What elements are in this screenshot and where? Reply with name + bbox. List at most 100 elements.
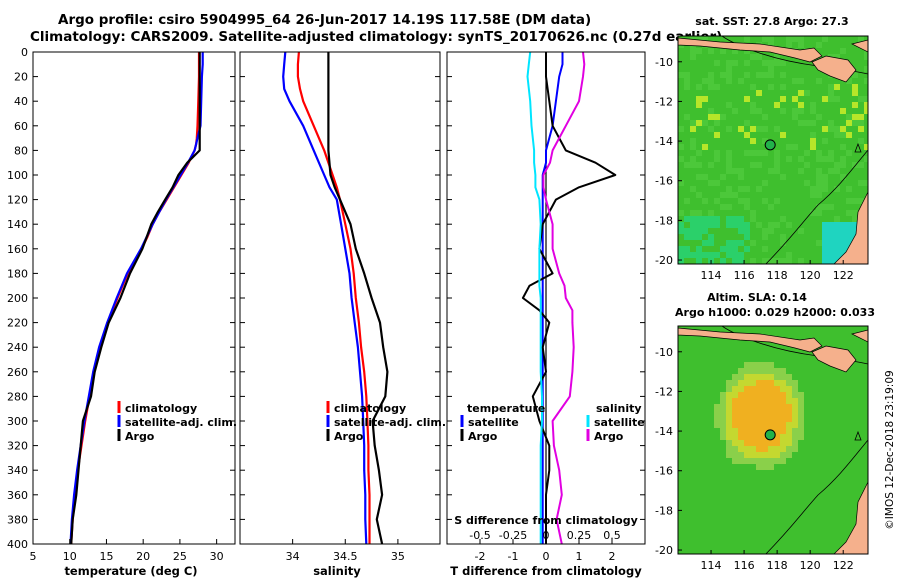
sla-map-cell [750,452,756,458]
sla-map-cell [720,518,726,524]
sla-map-cell [708,410,714,416]
sst-map-cell [738,144,744,150]
temperature-ytick-label-9: 180 [7,267,28,280]
sla-map-cell [708,488,714,494]
sst-map-cell [780,174,786,180]
sla-map-cell [774,386,780,392]
sla-map-cell [726,518,732,524]
sst-map-cell [846,210,852,216]
sla-map-cell [750,422,756,428]
sla-map-cell [708,506,714,512]
sla-map-cell [792,410,798,416]
sst-map-cell [858,198,864,204]
sla-map-cell [684,446,690,452]
sla-map-cell [786,512,792,518]
sla-map-cell [738,524,744,530]
sst-map-cell [852,54,858,60]
sst-map-cell [762,132,768,138]
sla-map-cell [780,506,786,512]
sla-map-cell [714,482,720,488]
sla-map-cell [702,410,708,416]
sla-map-cell [726,398,732,404]
sla-map-cell [798,434,804,440]
sst-map-cell [708,60,714,66]
sst-map-cell [684,222,690,228]
sst-map-cell [756,54,762,60]
sla-map-cell [822,398,828,404]
sla-map-cell [738,470,744,476]
sla-map-cell [816,428,822,434]
sla-map-cell [762,488,768,494]
sla-map-cell [678,446,684,452]
sst-map-cell [846,108,852,114]
sla-map-cell [720,434,726,440]
sla-map-cell [720,536,726,542]
sst-map-cell [684,216,690,222]
sla-map-cell [846,488,852,494]
sla-map-cell [774,506,780,512]
sla-map-cell [798,374,804,380]
sla-map-cell [696,338,702,344]
sst-map-cell [696,72,702,78]
sst-map-cell [792,186,798,192]
sst-map-cell [714,108,720,114]
sla-map-cell [684,380,690,386]
sla-map-cell [714,524,720,530]
sst-map-cell [828,186,834,192]
sst-mainland [833,191,868,264]
sla-map-cell [684,476,690,482]
sst-map-cell [852,162,858,168]
sst-map-cell [762,180,768,186]
sla-map-cell [822,500,828,506]
sla-map-cell [780,332,786,338]
sla-map-cell [690,440,696,446]
sst-map-cell [846,186,852,192]
sst-map-cell [696,228,702,234]
sla-map-cell [846,422,852,428]
sst-map-cell [810,36,816,42]
sst-map-cell [720,216,726,222]
sla-map-cell [816,524,822,530]
sst-map-cell [684,210,690,216]
sla-map-cell [738,464,744,470]
sla-map-cell [798,548,804,554]
sst-map-cell [678,78,684,84]
header-line-2: Climatology: CARS2009. Satellite-adjuste… [30,29,722,45]
sla-map-cell [852,368,858,374]
sst-map-cell [750,162,756,168]
sla-map-cell [780,446,786,452]
sst-map-cell [840,114,846,120]
sst-map-cell [762,246,768,252]
sst-map-cell [684,174,690,180]
sla-map-cell [684,410,690,416]
sla-map-cell [750,326,756,332]
sst-map-cell [786,252,792,258]
sst-map-cell [798,78,804,84]
sst-map-cell [678,216,684,222]
sst-map-cell [822,150,828,156]
sla-map-cell [714,428,720,434]
sst-map-xtick-label-1: 116 [734,269,755,282]
sla-map-cell [756,362,762,368]
sst-map-cell [774,252,780,258]
sst-map-cell [720,120,726,126]
sla-map-cell [720,338,726,344]
sla-map-cell [684,464,690,470]
sst-map-cell [810,114,816,120]
sst-map-cell [798,138,804,144]
sla-map-cell [810,488,816,494]
sla-map-cell [858,338,864,344]
sla-map-cell [684,386,690,392]
sla-map-cell [726,326,732,332]
sla-map-cell [828,326,834,332]
sst-map-cell [696,126,702,132]
sst-map-cell [762,108,768,114]
sla-map-cell [738,494,744,500]
sla-map-cell [696,326,702,332]
sst-map-cell [846,156,852,162]
sst-map-cell [774,246,780,252]
sst-map-cell [822,168,828,174]
sla-map-cell [852,326,858,332]
sla-map-cell [756,398,762,404]
sla-map-cell [756,422,762,428]
